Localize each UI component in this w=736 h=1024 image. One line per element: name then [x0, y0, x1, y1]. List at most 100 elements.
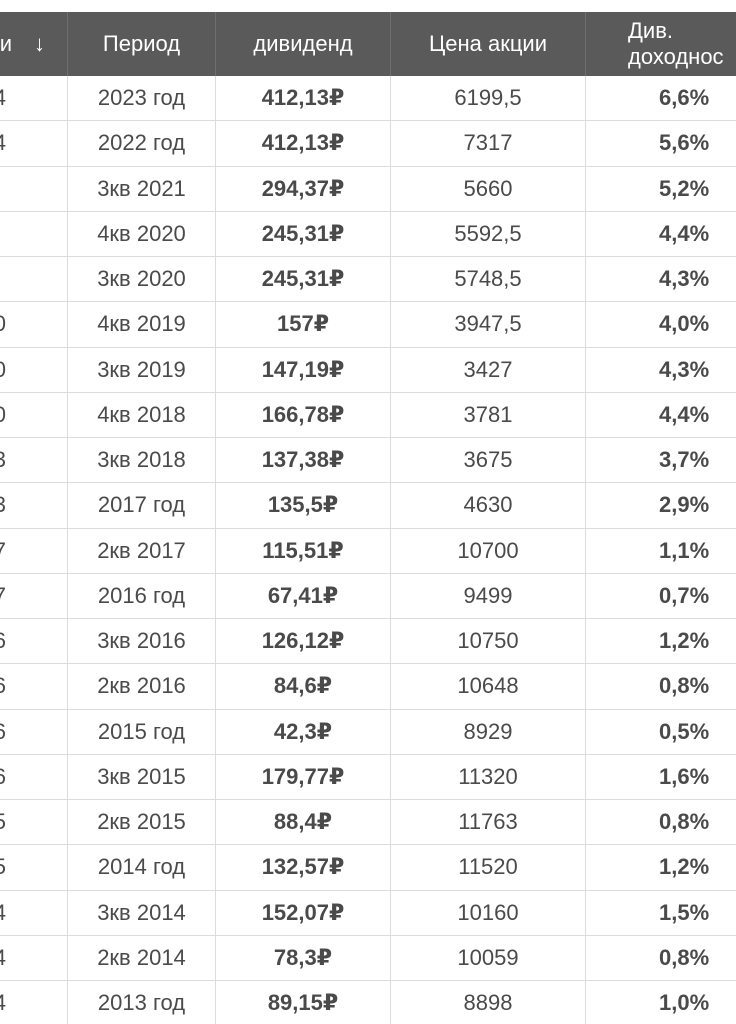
clipped-cell	[0, 211, 68, 257]
table-cell: 4кв 2020	[68, 211, 216, 257]
table-cell: 42,3₽	[216, 709, 391, 755]
table-cell: 3кв 2021	[68, 166, 216, 212]
header-text: Див.	[628, 18, 673, 43]
table-cell: 4,4%	[586, 393, 736, 438]
table-cell: 2023 год	[68, 76, 216, 122]
table-cell: 137,38₽	[216, 438, 391, 484]
table-cell: 5,2%	[586, 167, 736, 212]
table-cell: 6199,5	[391, 76, 586, 122]
table-cell: 10059	[391, 935, 586, 981]
table-cell: 152,07₽	[216, 890, 391, 936]
table-cell: 126,12₽	[216, 619, 391, 665]
table-cell: 4кв 2019	[68, 302, 216, 348]
table-cell: 1,6%	[586, 755, 736, 800]
table-cell: 115,51₽	[216, 528, 391, 574]
clipped-cell: 4	[0, 890, 68, 936]
table-cell: 2015 год	[68, 709, 216, 755]
table-cell: 8929	[391, 709, 586, 755]
header-cell: и ↓	[0, 12, 68, 76]
table-cell: 1,2%	[586, 845, 736, 891]
table-cell: 2кв 2017	[68, 528, 216, 574]
table-cell: 2022 год	[68, 121, 216, 167]
table-cell: 412,13₽	[216, 76, 391, 122]
clipped-cell: 4	[0, 935, 68, 981]
table-cell: 0,8%	[586, 800, 736, 846]
table-cell: 7317	[391, 121, 586, 167]
clipped-cell: 0	[0, 347, 68, 393]
clipped-cell: 7	[0, 573, 68, 619]
table-cell: 89,15₽	[216, 981, 391, 1024]
table-cell: 2,9%	[586, 483, 736, 529]
header-text: ↓	[34, 31, 45, 56]
table-cell: 10700	[391, 528, 586, 574]
table-cell: 11520	[391, 845, 586, 891]
table-cell: 4,3%	[586, 257, 736, 303]
table-cell: 2кв 2016	[68, 664, 216, 710]
table-cell: 3кв 2020	[68, 257, 216, 303]
clipped-cell: 4	[0, 76, 68, 122]
clipped-cell: 7	[0, 528, 68, 574]
header-cell: Див. доходнос	[586, 12, 736, 76]
table-cell: 0,8%	[586, 664, 736, 710]
table-cell: 2014 год	[68, 845, 216, 891]
table-cell: 3,7%	[586, 438, 736, 484]
table-cell: 9499	[391, 573, 586, 619]
clipped-cell: 0	[0, 392, 68, 438]
clipped-cell	[0, 257, 68, 303]
table-cell: 10160	[391, 890, 586, 936]
table-cell: 179,77₽	[216, 754, 391, 800]
table-cell: 2016 год	[68, 573, 216, 619]
table-cell: 135,5₽	[216, 483, 391, 529]
table-cell: 2013 год	[68, 981, 216, 1024]
clipped-cell: 0	[0, 302, 68, 348]
table-cell: 10750	[391, 619, 586, 665]
table-cell: 8898	[391, 981, 586, 1024]
table-cell: 4кв 2018	[68, 392, 216, 438]
table-cell: 2017 год	[68, 483, 216, 529]
table-cell: 5592,5	[391, 211, 586, 257]
table-cell: 10648	[391, 664, 586, 710]
table-cell: 0,8%	[586, 936, 736, 981]
table-cell: 3кв 2019	[68, 347, 216, 393]
table-cell: 0,7%	[586, 574, 736, 619]
clipped-cell: 3	[0, 483, 68, 529]
table-cell: 4,4%	[586, 212, 736, 257]
header-text: доходнос	[628, 44, 724, 69]
clipped-cell: 3	[0, 438, 68, 484]
table-cell: 4,3%	[586, 348, 736, 393]
header-text: и	[0, 31, 12, 56]
clipped-cell	[0, 166, 68, 212]
table-cell: 3427	[391, 347, 586, 393]
table-cell: 245,31₽	[216, 257, 391, 303]
header-cell: Цена акции	[391, 12, 586, 76]
clipped-cell: 5	[0, 845, 68, 891]
table-cell: 1,2%	[586, 619, 736, 665]
table-cell: 3кв 2015	[68, 754, 216, 800]
table-cell: 4,0%	[586, 302, 736, 348]
table-cell: 166,78₽	[216, 392, 391, 438]
table-cell: 3кв 2018	[68, 438, 216, 484]
table-cell: 2кв 2015	[68, 800, 216, 846]
header-cell: дивиденд	[216, 12, 391, 76]
table-cell: 84,6₽	[216, 664, 391, 710]
table-cell: 5660	[391, 166, 586, 212]
table-cell: 11763	[391, 800, 586, 846]
table-cell: 245,31₽	[216, 211, 391, 257]
table-cell: 3кв 2016	[68, 619, 216, 665]
table-cell: 5,6%	[586, 121, 736, 167]
clipped-cell: 6	[0, 619, 68, 665]
table-cell: 78,3₽	[216, 935, 391, 981]
table-cell: 412,13₽	[216, 121, 391, 167]
table-cell: 11320	[391, 754, 586, 800]
table-cell: 5748,5	[391, 257, 586, 303]
table-cell: 3947,5	[391, 302, 586, 348]
table-cell: 88,4₽	[216, 800, 391, 846]
table-cell: 132,57₽	[216, 845, 391, 891]
clipped-cell: 6	[0, 754, 68, 800]
clipped-cell: 4	[0, 981, 68, 1024]
table-cell: 4630	[391, 483, 586, 529]
table-cell: 2кв 2014	[68, 935, 216, 981]
header-cell: Период	[68, 12, 216, 76]
clipped-cell: 5	[0, 800, 68, 846]
